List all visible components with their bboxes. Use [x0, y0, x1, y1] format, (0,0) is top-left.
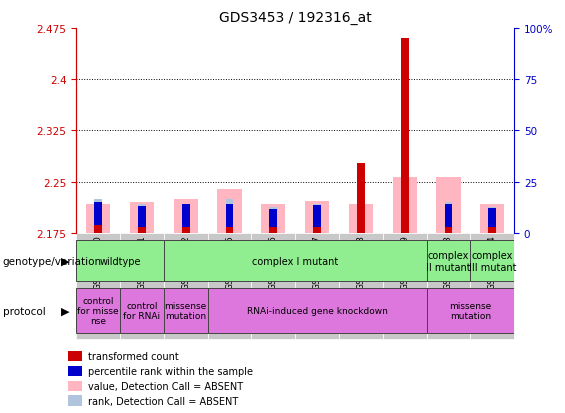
FancyBboxPatch shape [383, 233, 427, 339]
Text: wildtype: wildtype [99, 256, 141, 266]
Text: value, Detection Call = ABSENT: value, Detection Call = ABSENT [88, 381, 243, 391]
Bar [68, 351, 82, 361]
Text: control
for RNAi: control for RNAi [123, 301, 160, 320]
Bar [357, 163, 365, 233]
Bar [313, 204, 321, 233]
FancyBboxPatch shape [427, 288, 514, 333]
FancyBboxPatch shape [164, 241, 427, 282]
Bar [313, 205, 321, 228]
FancyBboxPatch shape [251, 233, 295, 339]
FancyBboxPatch shape [470, 233, 514, 339]
Bar [488, 228, 496, 233]
FancyBboxPatch shape [120, 288, 164, 333]
Text: transformed count: transformed count [88, 351, 179, 361]
Text: complex
II mutant: complex II mutant [426, 250, 471, 272]
FancyBboxPatch shape [76, 288, 120, 333]
Bar [270, 209, 277, 228]
Text: rank, Detection Call = ABSENT: rank, Detection Call = ABSENT [88, 396, 238, 406]
FancyBboxPatch shape [427, 233, 470, 339]
Bar [401, 182, 408, 233]
Bar [393, 178, 417, 233]
Text: control
for misse
nse: control for misse nse [77, 296, 119, 325]
Bar [225, 204, 233, 228]
Bar [488, 208, 496, 228]
Bar [488, 207, 496, 233]
Bar [225, 199, 233, 233]
FancyBboxPatch shape [164, 288, 208, 333]
FancyBboxPatch shape [339, 233, 383, 339]
Bar [401, 39, 408, 233]
Text: ▶: ▶ [60, 256, 69, 266]
FancyBboxPatch shape [208, 288, 427, 333]
Text: ▶: ▶ [60, 306, 69, 316]
Bar [138, 204, 146, 233]
Bar [349, 204, 373, 233]
FancyBboxPatch shape [164, 233, 208, 339]
Bar [182, 204, 190, 233]
Text: RNAi-induced gene knockdown: RNAi-induced gene knockdown [247, 306, 388, 315]
Text: genotype/variation: genotype/variation [3, 256, 102, 266]
Bar [182, 228, 190, 233]
Bar [305, 201, 329, 233]
FancyBboxPatch shape [120, 233, 164, 339]
Bar [182, 204, 190, 228]
Bar [436, 178, 460, 233]
Bar [68, 381, 82, 391]
Bar [138, 206, 146, 228]
FancyBboxPatch shape [471, 241, 514, 282]
FancyBboxPatch shape [427, 241, 471, 282]
Text: complex
III mutant: complex III mutant [468, 250, 516, 272]
Bar [445, 203, 453, 233]
Bar [94, 225, 102, 233]
Bar [130, 203, 154, 233]
Bar [138, 228, 146, 233]
Text: missense
mutation: missense mutation [449, 301, 492, 320]
Bar [225, 228, 233, 233]
Bar [86, 204, 110, 233]
Bar [313, 228, 321, 233]
Text: missense
mutation: missense mutation [164, 301, 207, 320]
Bar [94, 203, 102, 225]
Text: protocol: protocol [3, 306, 46, 316]
Text: complex I mutant: complex I mutant [252, 256, 338, 266]
Bar [445, 228, 453, 233]
Bar [218, 189, 242, 233]
FancyBboxPatch shape [76, 241, 164, 282]
Bar [94, 199, 102, 233]
FancyBboxPatch shape [295, 233, 339, 339]
Bar [68, 395, 82, 406]
Text: percentile rank within the sample: percentile rank within the sample [88, 366, 253, 376]
Bar [445, 204, 453, 228]
FancyBboxPatch shape [76, 233, 120, 339]
Bar [261, 204, 285, 233]
Bar [270, 228, 277, 233]
Title: GDS3453 / 192316_at: GDS3453 / 192316_at [219, 11, 372, 25]
FancyBboxPatch shape [208, 233, 251, 339]
Bar [480, 204, 505, 233]
Bar [270, 207, 277, 233]
Bar [68, 366, 82, 376]
Bar [357, 189, 365, 233]
Bar [173, 199, 198, 233]
